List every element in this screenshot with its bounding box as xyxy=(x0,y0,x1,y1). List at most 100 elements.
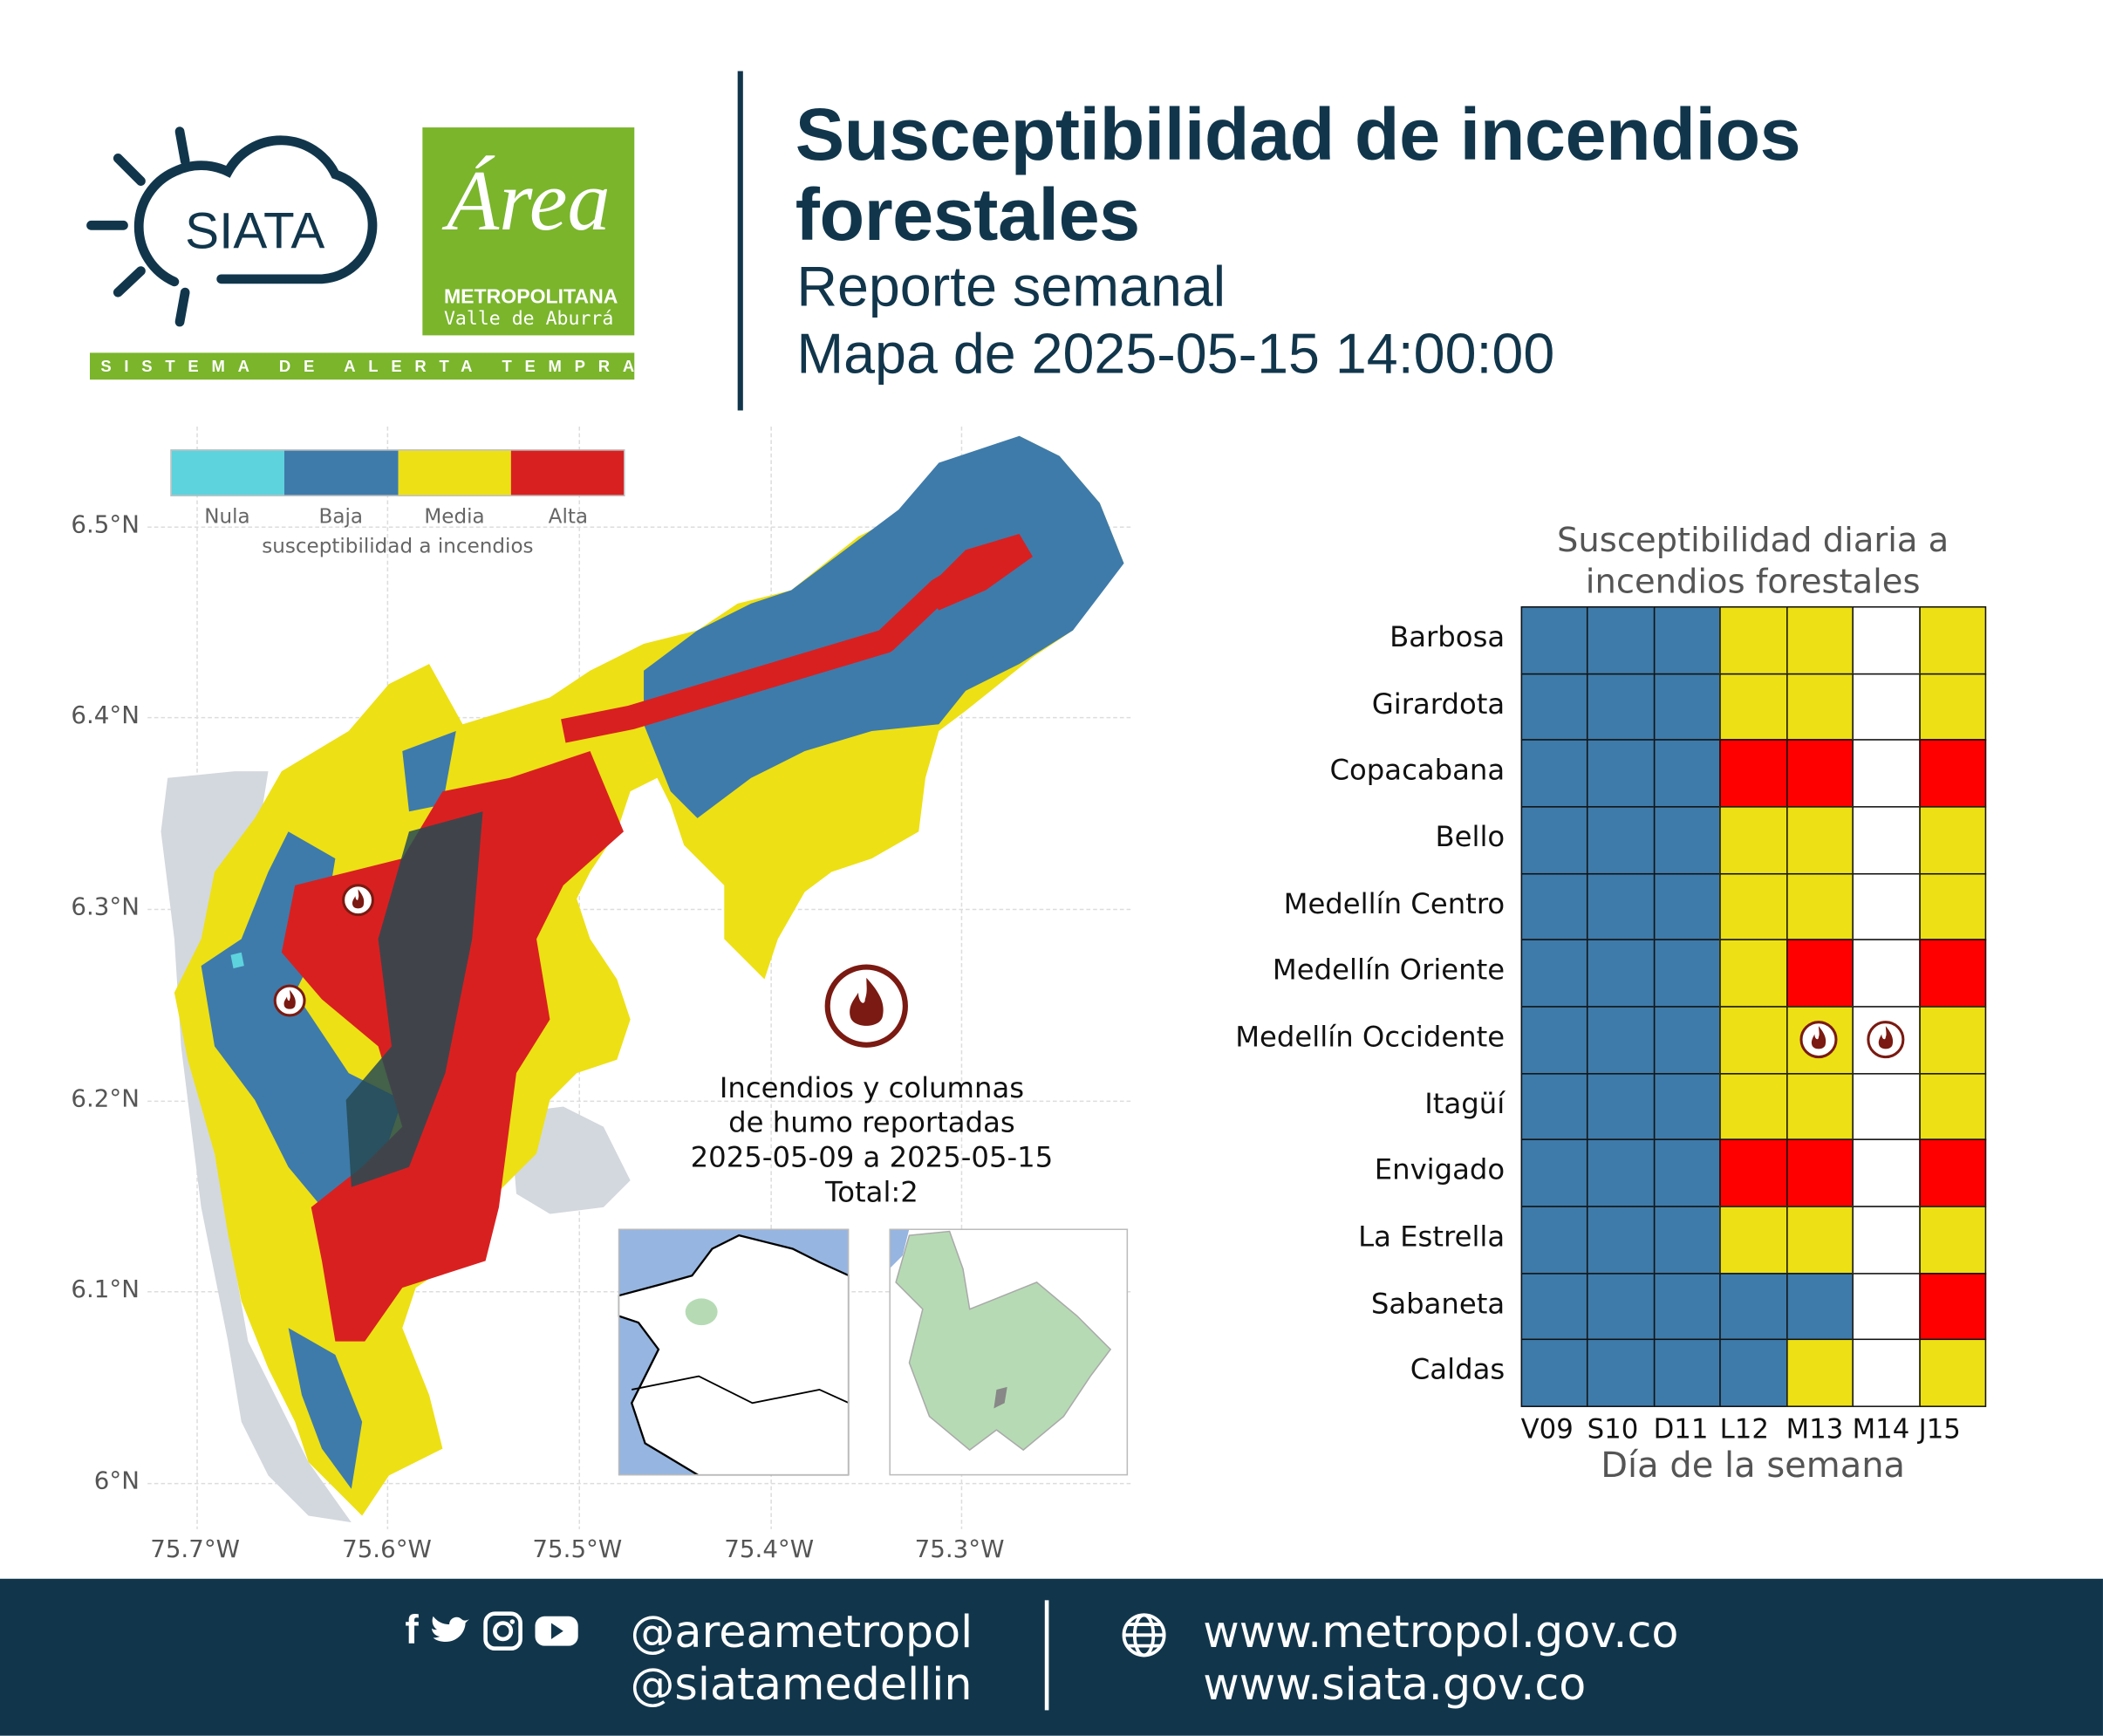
heatmap-cell xyxy=(1852,872,1921,941)
heatmap-cell xyxy=(1587,872,1656,941)
colorbar-alta xyxy=(510,450,624,496)
heatmap-row-label: Copacabana xyxy=(1329,754,1506,787)
lat-tick: 6.1°N xyxy=(71,1275,140,1304)
heatmap-cell xyxy=(1587,1272,1656,1341)
instagram-icon[interactable] xyxy=(483,1611,523,1651)
area-logo-script: Área xyxy=(447,153,611,249)
heatmap-cell xyxy=(1918,739,1987,808)
heatmap-cell xyxy=(1719,673,1788,742)
heatmap-cell xyxy=(1852,1339,1921,1407)
fires-legend-text: Incendios y columnas de humo reportadas … xyxy=(631,1070,1114,1210)
heatmap-cell xyxy=(1520,806,1589,874)
youtube-icon[interactable] xyxy=(534,1614,579,1649)
heatmap-cell xyxy=(1520,605,1589,674)
siata-logo: SIATA xyxy=(86,126,378,327)
heatmap-cell xyxy=(1852,739,1921,808)
heatmap-row-label: Medellín Occidente xyxy=(1235,1020,1506,1053)
heatmap-cell xyxy=(1520,939,1589,1008)
logo-tagline: SISTEMA DE ALERTA TEMPRANA xyxy=(90,352,635,380)
heatmap-cell xyxy=(1918,605,1987,674)
url-metropol[interactable]: www.metropol.gov.co xyxy=(1203,1605,1679,1658)
heatmap-cell xyxy=(1520,872,1589,941)
heatmap-cell xyxy=(1786,1138,1854,1207)
page-subtitle: Reporte semanal xyxy=(796,255,1226,318)
heatmap-cell xyxy=(1786,605,1854,674)
fire-icon[interactable] xyxy=(1799,1019,1840,1064)
heatmap-col-label: S10 xyxy=(1587,1412,1639,1445)
heatmap-cell xyxy=(1520,1138,1589,1207)
heatmap-cell xyxy=(1520,1272,1589,1341)
fires-legend-line2: de humo reportadas xyxy=(728,1106,1015,1139)
footer: f @areametropol @siatamedellin www.metro… xyxy=(0,1578,2103,1736)
heatmap-cell xyxy=(1786,1072,1854,1141)
fires-legend-line1: Incendios y columnas xyxy=(719,1071,1025,1104)
heatmap-cell xyxy=(1653,872,1722,941)
heatmap-cell xyxy=(1587,605,1656,674)
twitter-icon[interactable] xyxy=(429,1612,472,1650)
url-siata[interactable]: www.siata.gov.co xyxy=(1203,1657,1587,1711)
heatmap-cell xyxy=(1719,872,1788,941)
heatmap-cell xyxy=(1852,1272,1921,1341)
heatmap-col-label: M14 xyxy=(1852,1412,1910,1445)
region-baja-north xyxy=(402,730,456,812)
heatmap-cell xyxy=(1918,1138,1987,1207)
heatmap-cell xyxy=(1852,673,1921,742)
fire-icon[interactable] xyxy=(272,983,307,1018)
inset-map-antioquia xyxy=(889,1228,1129,1476)
heatmap-cell xyxy=(1786,1272,1854,1341)
heatmap-cell xyxy=(1653,1072,1722,1141)
heatmap-cell xyxy=(1653,1206,1722,1275)
heatmap-cell xyxy=(1852,1006,1921,1075)
heatmap-cell xyxy=(1653,1006,1722,1075)
heatmap-cell xyxy=(1719,806,1788,874)
heatmap-cell xyxy=(1786,1206,1854,1275)
heatmap-cell xyxy=(1587,806,1656,874)
colorbar-labels: Nula Baja Media Alta xyxy=(170,504,625,529)
heatmap-xlabel: Día de la semana xyxy=(1601,1446,1906,1487)
handle-areametropol[interactable]: @areametropol xyxy=(630,1605,973,1658)
lat-tick: 6°N xyxy=(93,1467,140,1496)
heatmap-cell xyxy=(1587,1006,1656,1075)
fires-legend-line4: Total:2 xyxy=(825,1176,918,1209)
legend-label-baja: Baja xyxy=(318,504,363,529)
heatmap-cell xyxy=(1587,939,1656,1008)
fire-icon[interactable] xyxy=(1866,1019,1906,1064)
legend-label-alta: Alta xyxy=(548,504,589,529)
heatmap-cell xyxy=(1587,739,1656,808)
handle-siatamedellin[interactable]: @siatamedellin xyxy=(630,1657,973,1711)
lon-tick: 75.6°W xyxy=(342,1535,432,1564)
heatmap-row-label: Bello xyxy=(1435,820,1506,853)
region-dense-urban xyxy=(345,811,483,1187)
facebook-icon[interactable]: f xyxy=(405,1608,419,1653)
heatmap-cell xyxy=(1852,1206,1921,1275)
header-divider xyxy=(737,71,743,411)
legend-label-media: Media xyxy=(424,504,485,529)
heatmap-cell xyxy=(1653,605,1722,674)
lat-tick: 6.2°N xyxy=(71,1084,140,1114)
heatmap-cell xyxy=(1653,1272,1722,1341)
heatmap-col-label: L12 xyxy=(1719,1412,1769,1445)
heatmap-row-label: Sabaneta xyxy=(1370,1287,1506,1320)
heatmap-row-label: Barbosa xyxy=(1389,620,1506,653)
lon-tick: 75.5°W xyxy=(532,1535,623,1564)
heatmap-cell xyxy=(1653,673,1722,742)
social-icons: f xyxy=(405,1609,579,1654)
colorbar-nula xyxy=(171,450,285,496)
heatmap-cell xyxy=(1653,939,1722,1008)
area-metropolitana-logo: Área METROPOLITANA Valle de Aburrá xyxy=(422,127,635,336)
region-nula xyxy=(230,952,244,969)
fire-icon[interactable] xyxy=(341,883,376,918)
heatmap-cell xyxy=(1520,1072,1589,1141)
heatmap-row-label: Caldas xyxy=(1410,1353,1506,1386)
heatmap-cell xyxy=(1786,673,1854,742)
heatmap-cell xyxy=(1719,605,1788,674)
heatmap-row-label: Itagüí xyxy=(1424,1087,1506,1120)
heatmap-cell xyxy=(1786,739,1854,808)
heatmap-cell xyxy=(1719,1138,1788,1207)
heatmap-cell xyxy=(1719,1072,1788,1141)
heatmap-cell xyxy=(1520,673,1589,742)
heatmap-cell xyxy=(1719,1339,1788,1407)
heatmap-cell xyxy=(1852,1138,1921,1207)
region-baja-south xyxy=(288,1328,363,1489)
